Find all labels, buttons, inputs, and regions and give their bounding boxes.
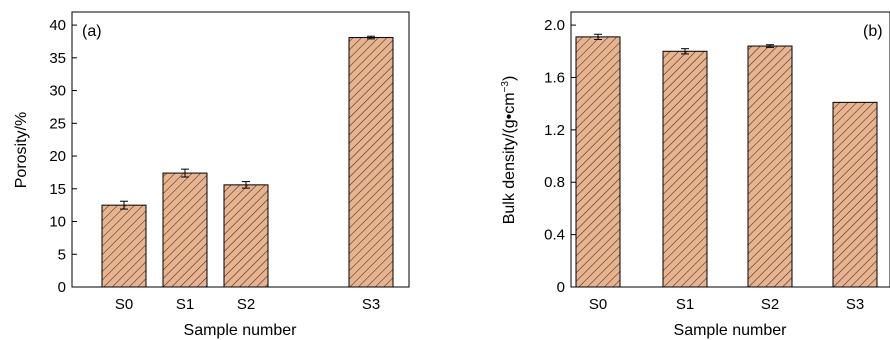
panel-a-y-tick-label: 5 — [58, 246, 66, 263]
panel-a-marks: 0 5 10 15 20 25 30 35 40 S0 S1 S2 S3 — [49, 17, 394, 313]
panel-a-y-tick-label: 25 — [49, 115, 66, 132]
panel-a-y-tick-label: 0 — [58, 279, 66, 296]
panel-a-x-tick-label: S0 — [115, 296, 133, 313]
panel-b-bar-s1 — [662, 50, 708, 288]
panel-a-y-tick-label: 20 — [49, 148, 66, 165]
panel-a: (a) Sample number Porosity/% 0 5 10 15 20 25 3… — [13, 11, 410, 339]
panel-a-bar-s3 — [348, 37, 394, 288]
panel-a-bar-s1 — [162, 172, 208, 288]
panel-a-label: (a) — [82, 23, 102, 40]
panel-b-x-tick-label: S2 — [761, 296, 779, 313]
panel-b-bar-s0 — [575, 36, 621, 288]
panel-b-bar-s2 — [747, 45, 793, 288]
panel-b-y-tick-label: 0.8 — [544, 174, 565, 191]
panel-a-bar-s2 — [223, 184, 269, 288]
panel-b-y-axis-title: Bulk density/(g•cm−3) — [500, 76, 518, 225]
panel-b-y-tick-label: 1.6 — [544, 69, 565, 86]
panel-a-x-tick-label: S3 — [362, 296, 380, 313]
panel-b-y-tick-label: 0.4 — [544, 227, 565, 244]
panel-a-bar-s0 — [101, 204, 147, 288]
panel-a-y-axis-title: Porosity/% — [13, 112, 30, 188]
panel-a-y-tick-label: 30 — [49, 83, 66, 100]
panel-b-x-axis-title: Sample number — [674, 322, 788, 339]
panel-b-x-tick-label: S1 — [676, 296, 694, 313]
panel-a-y-tick-label: 40 — [49, 17, 66, 34]
panel-a-y-tick-label: 35 — [49, 50, 66, 67]
panel-a-x-axis-title: Sample number — [184, 322, 298, 339]
panel-a-y-tick-label: 15 — [49, 181, 66, 198]
panel-b-label: (b) — [863, 23, 883, 40]
panel-b-frame — [570, 11, 890, 288]
panel-b: (b) Sample number Bulk density/(g•cm−3) … — [500, 11, 890, 339]
panel-b-y-axis-title-main: Bulk density/(g•cm — [501, 92, 518, 224]
panel-b-x-tick-label: S3 — [846, 296, 864, 313]
panel-b-bar-s3 — [832, 101, 878, 288]
panel-b-x-tick-label: S0 — [589, 296, 607, 313]
panel-b-y-axis-title-sup: −3 — [500, 81, 511, 93]
panel-b-marks: 0 0.4 0.8 1.2 1.6 2.0 S0 S1 S2 S3 — [544, 17, 878, 313]
panel-b-y-tick-label: 2.0 — [544, 17, 565, 34]
panel-b-y-tick-label: 0 — [557, 279, 565, 296]
panel-b-y-axis-title-end: ) — [501, 76, 518, 81]
panel-a-x-tick-label: S1 — [176, 296, 194, 313]
panel-b-y-tick-label: 1.2 — [544, 122, 565, 139]
panel-a-x-tick-label: S2 — [237, 296, 255, 313]
panel-a-y-tick-label: 10 — [49, 214, 66, 231]
